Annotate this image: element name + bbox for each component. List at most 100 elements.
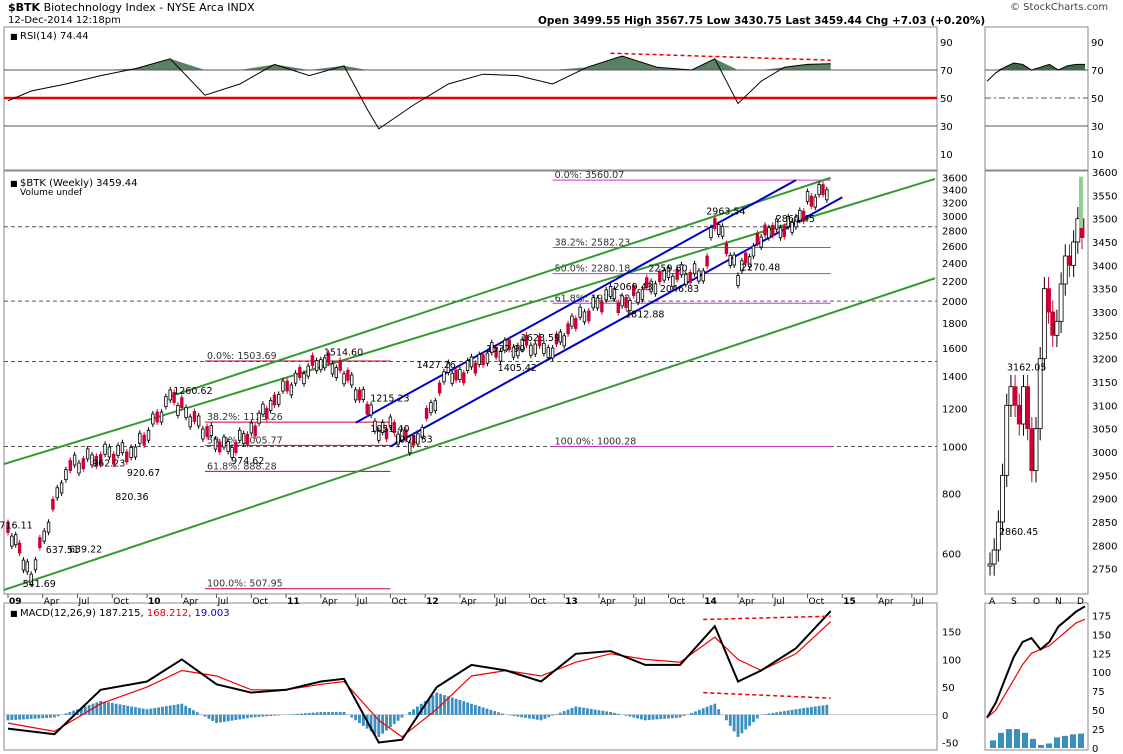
price-bar-body [420, 426, 424, 438]
macd-histogram-bar [56, 714, 60, 717]
price-bar-body [338, 359, 342, 371]
price-x-tick-label: Jul [356, 597, 368, 607]
macd-histogram-bar [736, 714, 740, 737]
rsi-tick-label: 50 [940, 94, 953, 105]
price-x-tick-label: Jul [634, 597, 646, 607]
price-x-tick-label: Apr [739, 597, 755, 607]
macd-histogram-bar [377, 714, 381, 737]
macd-tick-label: 100 [942, 655, 961, 666]
rsi-daily-line [986, 62, 1085, 82]
price-bar-body [628, 300, 632, 311]
price-bar-body [253, 425, 257, 437]
macd-histogram-bar [176, 704, 180, 715]
price-bar-body [99, 454, 103, 465]
macd-histogram-bar [694, 711, 697, 715]
price-bar-body [213, 438, 218, 450]
price-daily-highlight [1079, 176, 1083, 228]
price-bar-body [732, 254, 736, 266]
macd-histogram-bar [454, 698, 458, 715]
price-bar-body [33, 559, 38, 571]
macd-histogram-bar [740, 714, 744, 734]
price-bar-body [184, 406, 188, 418]
macd-histogram-bar [126, 705, 130, 715]
rsi-overbought-fill [8, 56, 831, 70]
price-bar-body [794, 216, 798, 228]
price-bar-body [473, 362, 478, 374]
macd-daily-tick-label: 75 [1092, 687, 1105, 698]
price-daily-point-label: 3162.05 [1007, 362, 1046, 373]
price-bar-body [172, 392, 176, 403]
price-bar-body [350, 374, 354, 386]
macd-histogram-bar [589, 708, 593, 715]
macd-histogram-bar [110, 703, 114, 715]
macd-histogram-bar [219, 714, 222, 723]
price-bar-body [205, 426, 209, 437]
macd-histogram-bar [655, 714, 659, 720]
price-bar-body [782, 226, 787, 237]
macd-histogram-bar [83, 706, 87, 715]
macd-histogram-bar [195, 712, 199, 715]
macd-histogram-bar [242, 714, 246, 719]
price-bar-body [168, 389, 172, 401]
rsi-divergence-line [610, 52, 831, 61]
macd-line [7, 610, 832, 744]
macd-histogram-bar [361, 714, 365, 726]
macd-daily-hist-bar [1022, 732, 1028, 748]
macd-histogram-bar [547, 714, 551, 718]
price-bar-body [46, 521, 51, 533]
macd-histogram-bar [423, 700, 427, 715]
price-bar-body [537, 335, 542, 347]
price-daily-x-label: A [989, 597, 996, 607]
price-x-tick-label: 11 [287, 597, 300, 607]
macd-histogram-bar [794, 709, 798, 715]
price-bar-body [241, 433, 246, 444]
rsi-daily-tick-label: 70 [1091, 66, 1104, 77]
price-bar-body [129, 447, 133, 458]
macd-daily-hist-bar [990, 740, 996, 748]
price-daily-body [1041, 288, 1047, 360]
price-tick-label: 2400 [942, 259, 967, 270]
price-point-label: 637.51 [46, 545, 79, 556]
macd-histogram-bar [153, 708, 157, 715]
macd-histogram-bar [493, 711, 497, 715]
blue-channel-lower [389, 196, 843, 448]
macd-histogram-bar [161, 706, 164, 715]
macd-daily-hist-bar [1078, 733, 1084, 748]
price-bar-body [230, 447, 234, 458]
price-bar-body [245, 433, 250, 445]
index-name: Biotechnology Index - NYSE Arca INDX [43, 1, 255, 14]
price-x-tick-label: Jul [495, 597, 507, 607]
macd-daily-hist-bar [1062, 735, 1068, 748]
price-bar-body [222, 436, 226, 448]
price-bar-body [218, 441, 222, 453]
price-bar-body [671, 275, 675, 287]
price-bar-body [751, 245, 756, 257]
macd-histogram-bar [535, 714, 539, 720]
macd-histogram-bar [334, 712, 338, 715]
price-bar-body [747, 256, 752, 268]
macd-histogram-bar [323, 712, 327, 715]
price-tick-label: 1400 [942, 372, 967, 383]
price-tick-label: 1600 [942, 344, 967, 355]
price-bar-body [503, 339, 507, 351]
price-x-tick-label: 15 [843, 597, 856, 607]
price-daily-x-label: O [1033, 597, 1040, 607]
macd-histogram-bar [667, 714, 670, 719]
price-point-label: 2046.83 [660, 284, 699, 295]
macd-histogram-bar [273, 714, 276, 716]
price-bar-body [507, 339, 511, 351]
price-point-label: 1537.90 [486, 344, 525, 355]
macd-histogram-bar [307, 712, 311, 715]
price-x-tick-label: 12 [426, 597, 439, 607]
macd-histogram-bar [45, 714, 49, 718]
price-daily-body [1046, 288, 1051, 313]
macd-daily-hist-bar [998, 732, 1004, 748]
price-bar-body [744, 252, 748, 264]
macd-histogram-bar [145, 709, 149, 715]
price-bar-body [188, 416, 192, 428]
rsi-tick-label: 30 [940, 122, 953, 133]
macd-histogram-bar [319, 712, 323, 715]
price-bar-body [257, 412, 261, 424]
price-tick-label: 3200 [942, 198, 967, 209]
price-x-tick-label: Oct [252, 597, 268, 607]
